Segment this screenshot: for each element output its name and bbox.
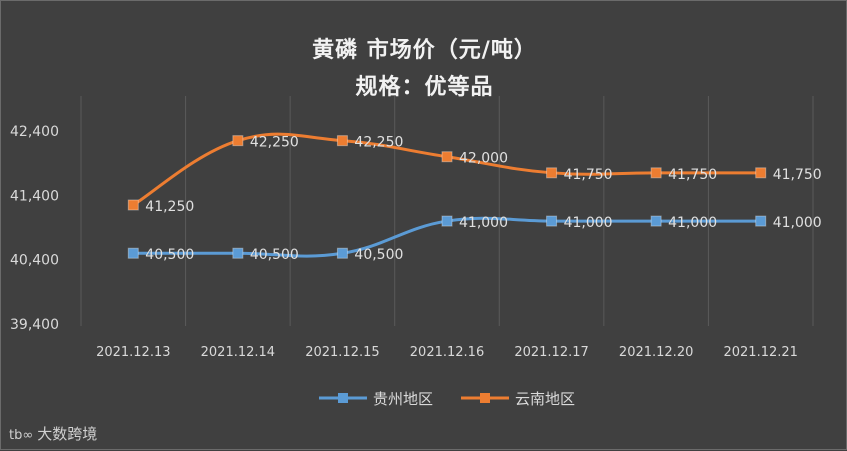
legend-marker <box>338 393 348 403</box>
data-label: 41,000 <box>459 215 508 231</box>
x-tick-label: 2021.12.13 <box>96 345 170 360</box>
watermark: tb∞ 大数跨境 <box>9 423 97 444</box>
legend-marker <box>480 393 490 403</box>
data-label: 40,500 <box>145 247 194 263</box>
data-point-marker <box>232 247 244 259</box>
x-tick-label: 2021.12.21 <box>723 345 797 360</box>
data-label: 40,500 <box>354 247 403 263</box>
data-label: 42,000 <box>459 151 508 167</box>
data-label: 41,000 <box>668 215 717 231</box>
data-point-marker <box>650 167 662 179</box>
x-tick-label: 2021.12.15 <box>305 345 379 360</box>
data-point-marker <box>650 215 662 227</box>
data-label: 41,000 <box>773 215 822 231</box>
x-tick-label: 2021.12.14 <box>201 345 275 360</box>
watermark-logo-icon: tb∞ <box>9 428 34 443</box>
watermark-text: 大数跨境 <box>37 425 98 443</box>
data-point-marker <box>546 167 558 179</box>
y-tick-label: 40,400 <box>10 253 59 269</box>
data-point-marker <box>441 151 453 163</box>
data-label: 41,000 <box>564 215 613 231</box>
data-point-marker <box>755 167 767 179</box>
data-point-marker <box>546 215 558 227</box>
data-label: 42,250 <box>250 135 299 151</box>
chart-title: 黄磷 市场价（元/吨） <box>312 38 537 63</box>
data-label: 41,750 <box>773 167 822 183</box>
data-label: 40,500 <box>250 247 299 263</box>
y-tick-label: 39,400 <box>10 317 59 333</box>
data-label: 41,250 <box>145 199 194 215</box>
data-point-marker <box>441 215 453 227</box>
series-line <box>131 132 763 207</box>
data-point-marker <box>336 135 348 147</box>
data-label: 41,750 <box>668 167 717 183</box>
data-point-marker <box>232 135 244 147</box>
data-point-marker <box>755 215 767 227</box>
x-tick-label: 2021.12.16 <box>410 345 484 360</box>
legend-label: 云南地区 <box>515 390 575 408</box>
y-tick-label: 41,400 <box>10 188 59 204</box>
data-point-marker <box>127 199 139 211</box>
y-tick-label: 42,400 <box>10 124 59 140</box>
x-tick-label: 2021.12.17 <box>514 345 588 360</box>
chart-subtitle: 规格：优等品 <box>355 75 494 100</box>
data-point-marker <box>127 247 139 259</box>
data-label: 42,250 <box>354 135 403 151</box>
x-tick-label: 2021.12.20 <box>619 345 693 360</box>
data-point-marker <box>336 247 348 259</box>
data-label: 41,750 <box>564 167 613 183</box>
legend-label: 贵州地区 <box>373 390 433 408</box>
